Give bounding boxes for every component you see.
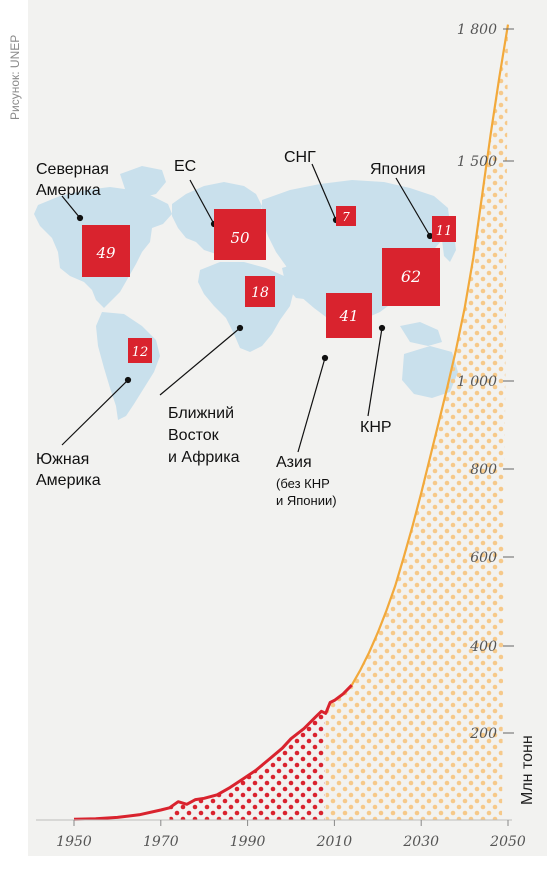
y-tick-label: 1 000: [457, 374, 497, 390]
x-tick-label: 2030: [402, 834, 439, 850]
y-tick-label: 200: [469, 726, 497, 742]
y-tick-label: 800: [470, 462, 497, 478]
region-value-china: 62: [401, 267, 421, 286]
region-leader-lines: [61, 163, 434, 453]
region-value-eu: 50: [230, 229, 250, 247]
x-axis: 1950 1970 1990 2010 2030 2050: [36, 819, 526, 850]
region-label-cis: СНГ: [284, 149, 316, 166]
region-value-boxes: 49 50 7 11 18 12 41 62: [82, 206, 456, 363]
region-value-north-america: 49: [95, 244, 116, 262]
region-value-middle-east-africa: 18: [251, 285, 269, 301]
historical-dotted-area: [169, 711, 325, 820]
projection-dotted-area: [325, 24, 508, 821]
region-box-north-america: [82, 225, 130, 277]
y-tick-label: 1 800: [457, 22, 497, 38]
region-value-south-america: 12: [132, 345, 149, 360]
figure-credit: Рисунок: UNEP: [8, 35, 22, 120]
y-axis-label: Млн тонн: [519, 735, 536, 805]
region-label-china: КНР: [360, 419, 392, 436]
region-label-asia: Азия: [276, 454, 312, 471]
region-box-south-america: [128, 338, 152, 363]
y-tick-label: 600: [470, 550, 497, 566]
region-value-cis: 7: [342, 210, 350, 224]
region-box-cis: [336, 206, 356, 226]
region-label-north-america: Северная Америка: [36, 161, 109, 199]
map-australia: [402, 346, 458, 398]
region-box-middle-east-africa: [245, 276, 275, 307]
x-tick-label: 1950: [56, 834, 92, 850]
y-tick-label: 400: [469, 639, 497, 655]
map-middle-east: [282, 262, 322, 300]
region-label-eu: ЕС: [174, 158, 196, 175]
region-box-china: [382, 248, 440, 306]
region-label-south-america: Южная Америка: [36, 451, 101, 489]
region-box-asia: [326, 293, 372, 338]
region-box-japan: [432, 216, 456, 242]
region-note-asia: (без КНР и Японии): [276, 476, 337, 508]
x-tick-label: 1970: [143, 834, 179, 850]
region-labels: Северная Америка ЕС СНГ Япония Ближний Вос…: [36, 149, 426, 508]
map-se-asia: [400, 322, 442, 346]
region-value-asia: 41: [338, 307, 358, 325]
region-box-eu: [214, 209, 266, 260]
historical-series-line: [73, 684, 353, 821]
x-tick-label: 2050: [489, 834, 526, 850]
region-label-japan: Япония: [370, 161, 426, 178]
x-tick-label: 2010: [316, 834, 353, 850]
region-label-middle-east-africa: Ближний Восток и Африка: [168, 405, 240, 466]
map-greenland: [120, 166, 166, 198]
x-tick-label: 1990: [230, 834, 266, 850]
region-value-japan: 11: [436, 224, 453, 239]
projection-series-line: [350, 24, 510, 686]
y-tick-label: 1 500: [457, 154, 497, 170]
y-axis: 200 400 600 800 1 000 1 500 1 800: [457, 22, 514, 742]
